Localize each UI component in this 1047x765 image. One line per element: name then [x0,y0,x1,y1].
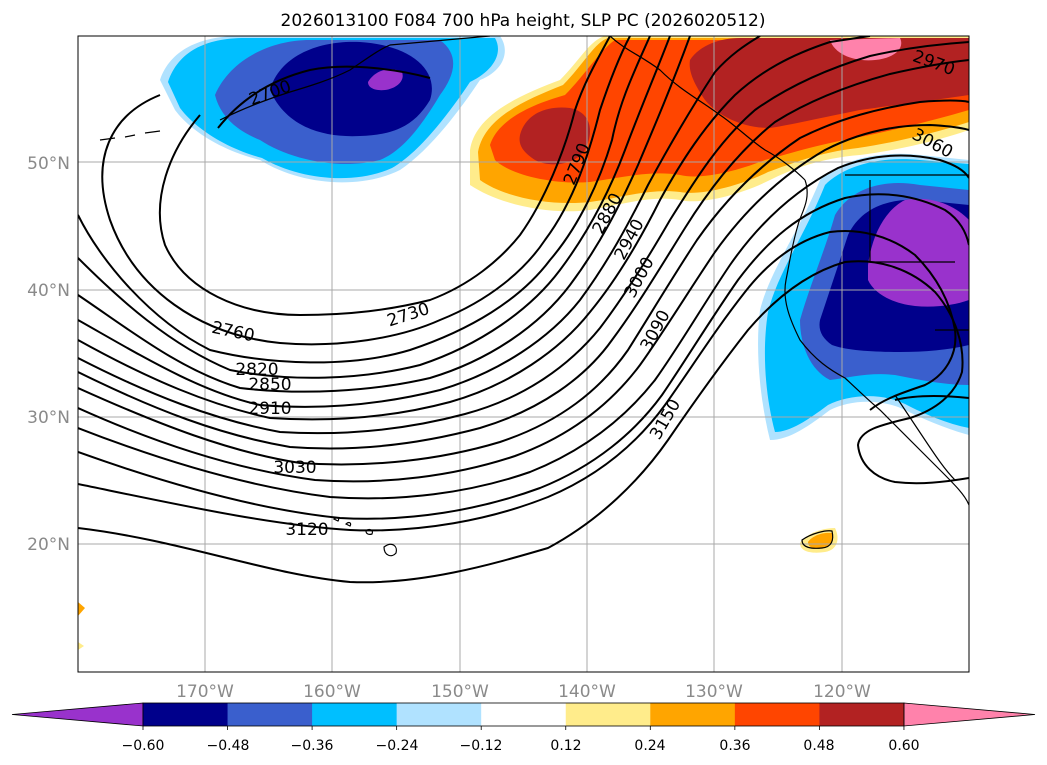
colorbar-tick-label: −0.36 [291,738,334,754]
contour-2820 [78,36,671,379]
contour-label-3120: 3120 [285,520,328,540]
contour-label-2850: 2850 [248,375,291,395]
contour-2910 [78,36,871,421]
contour-3000 [78,99,969,466]
contour-2760 [101,36,631,346]
colorbar-segment [312,703,398,726]
contour-closed-east [894,394,969,401]
lat-label-20n: 20°N [27,535,70,555]
colorbar-tick-label: −0.12 [460,738,503,754]
colorbar-segment [734,703,820,726]
contour-2730 [158,36,611,317]
colorbar-outline [142,702,905,727]
figure-title: 2026013100 F084 700 hPa height, SLP PC (… [281,11,766,31]
lon-label-140w: 140°W [558,682,616,702]
lon-label-130w: 130°W [685,682,743,702]
colorbar-tick-label: 0.36 [719,738,750,754]
colorbar-segment [143,703,229,726]
colorbar-ticks: −0.60 −0.48 −0.36 −0.24 −0.12 0.12 0.24 … [122,738,920,754]
anomaly-pos-edge [78,602,85,616]
anomaly-neg-alaska-048 [270,41,432,137]
height-contours [78,36,969,584]
colorbar-tick-label: −0.48 [207,738,250,754]
anomaly-pos-bc-060 [830,38,902,61]
colorbar-tick-label: 0.48 [803,738,834,754]
latitude-labels: 50°N 40°N 30°N 20°N [27,154,70,555]
colorbar-tick-label: 0.60 [888,738,919,754]
anomaly-pos-edge-2 [78,642,84,650]
colorbar-segments [11,702,1036,730]
slp-shading [78,36,969,650]
colorbar-segment [650,703,736,726]
map-frame [77,35,970,673]
contour-2790 [78,36,651,364]
colorbar: −0.60 −0.48 −0.36 −0.24 −0.12 0.12 0.24 … [11,702,1036,754]
anomaly-neg-alaska-060 [368,69,403,91]
lon-label-120w: 120°W [813,682,871,702]
colorbar-segment [227,703,313,726]
lat-label-30n: 30°N [27,408,70,428]
colorbar-segment [565,703,651,726]
coastlines [99,36,969,557]
anomaly-neg-west-060 [868,198,969,307]
map-panel: 2700 2730 2760 2790 2820 2850 2880 2910 … [77,35,970,673]
contour-2970 [78,59,969,450]
longitude-labels: 170°W 160°W 150°W 140°W 130°W 120°W [176,682,871,702]
contour-3090 [78,193,969,520]
contour-3150 [78,260,969,584]
colorbar-segment [481,703,567,726]
colorbar-tick-label: −0.24 [376,738,419,754]
colorbar-tick-label: −0.60 [122,738,165,754]
lon-label-150w: 150°W [431,682,489,702]
colorbar-extend-left [11,702,144,727]
contour-label-2910: 2910 [248,399,291,419]
colorbar-tick-label: 0.12 [550,738,581,754]
gridlines [78,36,969,672]
contour-label-3030: 3030 [273,458,316,478]
lat-label-50n: 50°N [27,154,70,174]
contour-2880 [78,36,761,408]
colorbar-extend-right [903,702,1036,727]
lon-label-160w: 160°W [303,682,361,702]
contour-label-2820: 2820 [235,360,278,380]
lon-label-170w: 170°W [176,682,234,702]
colorbar-segment [396,703,482,726]
colorbar-segment [819,703,905,726]
contour-2850 [78,36,691,393]
contour-2940 [78,41,969,435]
contour-2700 [217,65,431,129]
anomaly-pos-bc-048-east [689,38,969,128]
lat-label-40n: 40°N [27,281,70,301]
contour-3030 [78,123,969,483]
contour-3060 [78,154,969,500]
colorbar-tick-label: 0.24 [634,738,665,754]
contour-3120 [78,230,957,532]
